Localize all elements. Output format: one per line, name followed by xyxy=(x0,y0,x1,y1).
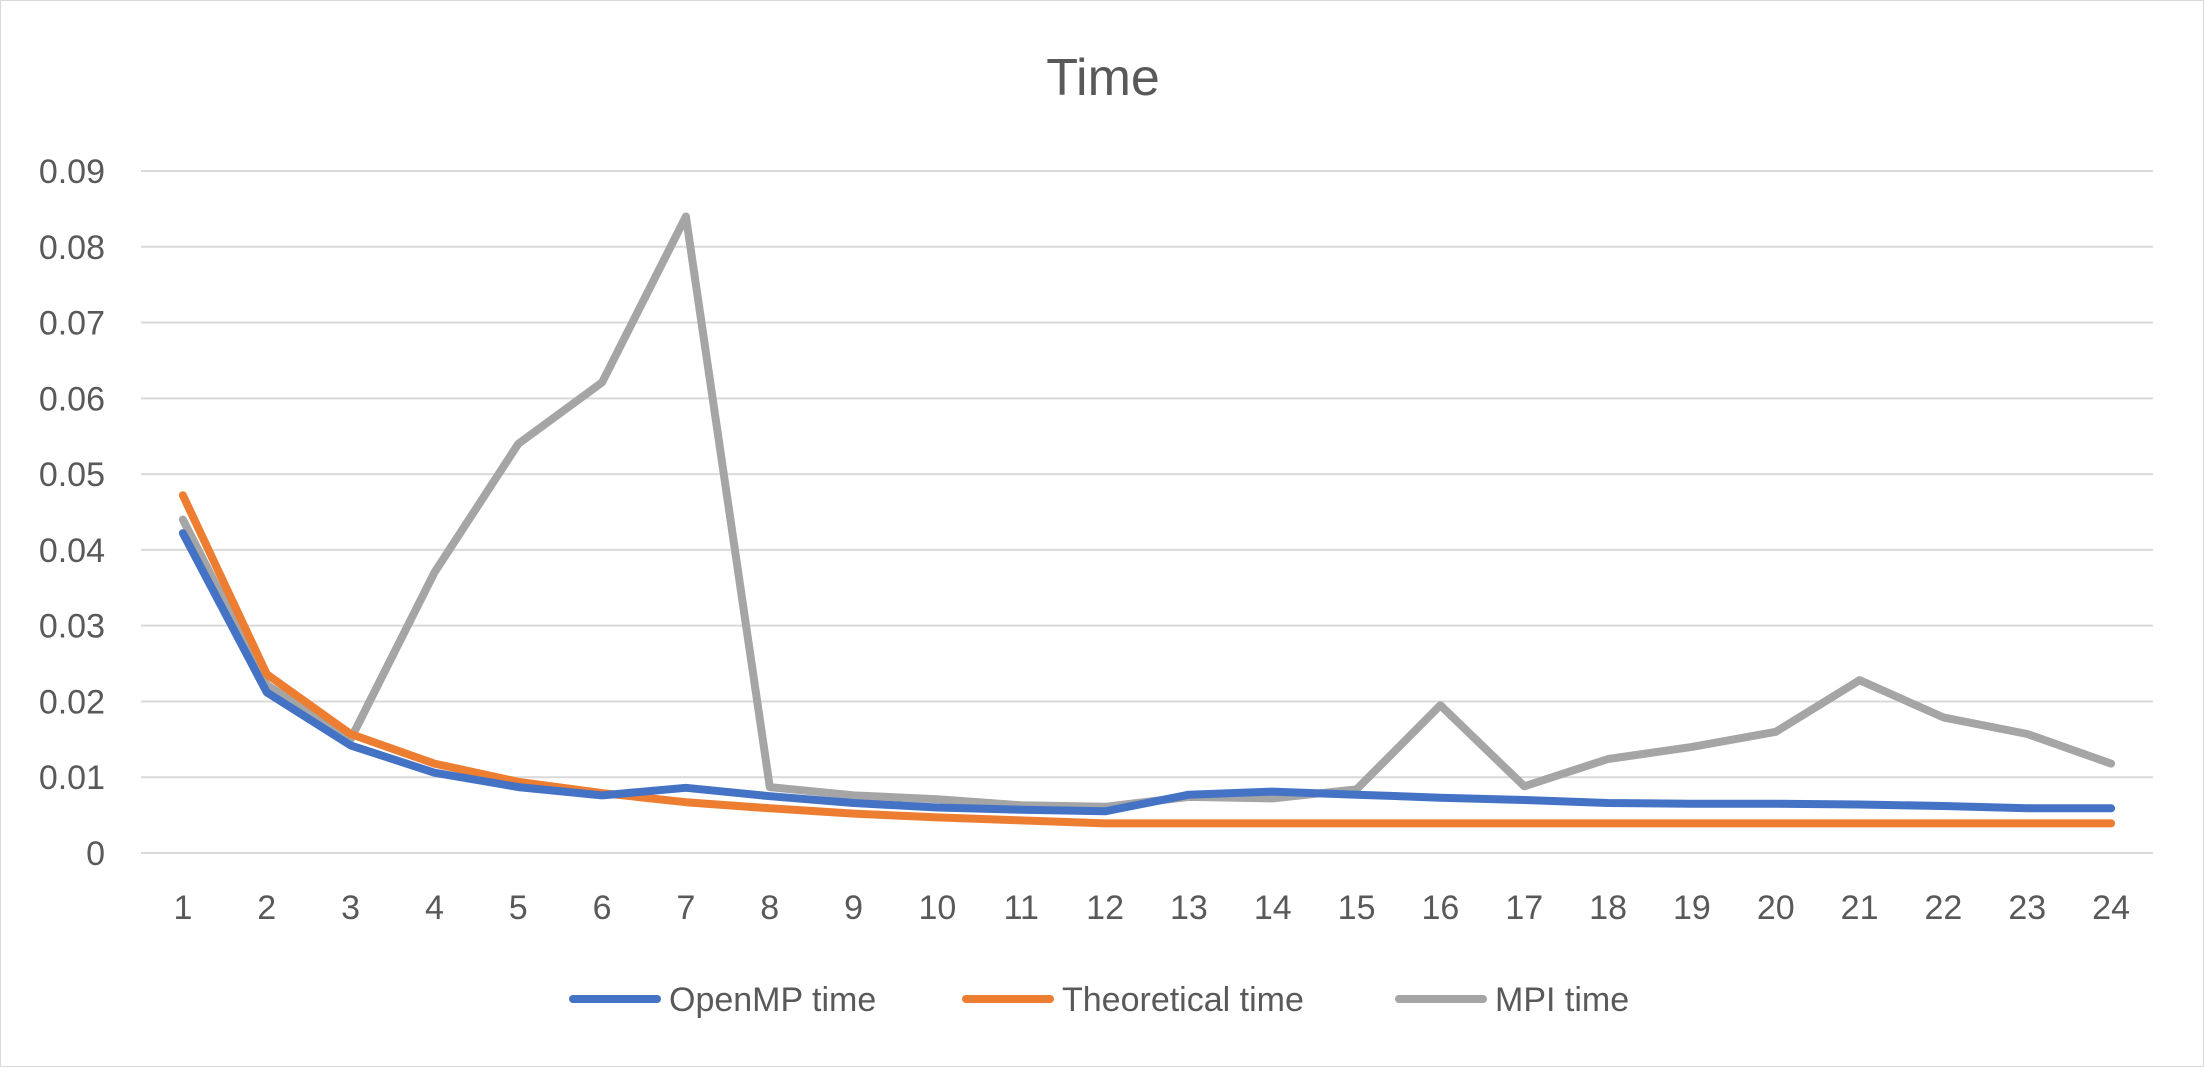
legend-label: MPI time xyxy=(1495,981,1629,1019)
x-tick-label: 17 xyxy=(1505,889,1543,927)
series-line-theoretical-time xyxy=(178,491,2116,828)
series-line-openmp-time xyxy=(178,529,2116,816)
y-tick-label: 0.03 xyxy=(39,608,105,646)
chart-title: Time xyxy=(1046,49,1160,107)
y-tick-label: 0.02 xyxy=(39,683,105,721)
x-tick-label: 7 xyxy=(676,889,695,927)
legend-label: OpenMP time xyxy=(669,981,876,1019)
y-tick-label: 0.01 xyxy=(39,759,105,797)
x-tick-label: 11 xyxy=(1004,889,1039,927)
x-tick-label: 18 xyxy=(1589,889,1627,927)
x-tick-label: 1 xyxy=(173,889,192,927)
legend-item-mpi-time: MPI time xyxy=(1395,981,1629,1019)
x-tick-label: 22 xyxy=(1925,889,1963,927)
x-tick-label: 13 xyxy=(1170,889,1208,927)
x-tick-label: 4 xyxy=(425,889,444,927)
x-tick-label: 6 xyxy=(593,889,612,927)
x-tick-label: 2 xyxy=(257,889,276,927)
y-tick-label: 0.05 xyxy=(39,456,105,494)
x-tick-label: 16 xyxy=(1422,889,1460,927)
x-tick-label: 24 xyxy=(2092,889,2130,927)
y-tick-label: 0.04 xyxy=(39,532,105,570)
series-lines xyxy=(178,212,2116,828)
y-tick-label: 0.06 xyxy=(39,380,105,418)
x-tick-label: 3 xyxy=(341,889,360,927)
y-axis-ticks: 0 0.01 0.02 0.03 0.04 0.05 0.06 0.07 0.08 0.09 xyxy=(39,153,105,873)
y-tick-label: 0.07 xyxy=(39,305,105,343)
series-line-mpi-time xyxy=(178,212,2116,811)
x-tick-label: 15 xyxy=(1338,889,1376,927)
legend-item-openmp-time: OpenMP time xyxy=(569,981,876,1019)
x-tick-label: 8 xyxy=(760,889,779,927)
x-tick-label: 10 xyxy=(919,889,957,927)
y-tick-label: 0.08 xyxy=(39,229,105,267)
x-tick-label: 20 xyxy=(1757,889,1795,927)
legend-label: Theoretical time xyxy=(1062,981,1304,1019)
x-axis-ticks: 1 2 3 4 5 6 7 8 9 10 11 12 13 14 15 16 17 18 19 20 21 22 23 24 xyxy=(173,889,2130,927)
gridlines xyxy=(141,170,2153,854)
x-tick-label: 14 xyxy=(1254,889,1292,927)
legend-item-theoretical-time: Theoretical time xyxy=(962,981,1304,1019)
x-tick-label: 21 xyxy=(1841,889,1879,927)
x-tick-label: 12 xyxy=(1086,889,1124,927)
x-tick-label: 9 xyxy=(844,889,863,927)
y-tick-label: 0 xyxy=(86,835,105,873)
x-tick-label: 5 xyxy=(509,889,528,927)
x-tick-label: 23 xyxy=(2008,889,2046,927)
y-tick-label: 0.09 xyxy=(39,153,105,191)
legend: OpenMP time Theoretical time MPI time xyxy=(569,981,1629,1019)
x-tick-label: 19 xyxy=(1673,889,1711,927)
